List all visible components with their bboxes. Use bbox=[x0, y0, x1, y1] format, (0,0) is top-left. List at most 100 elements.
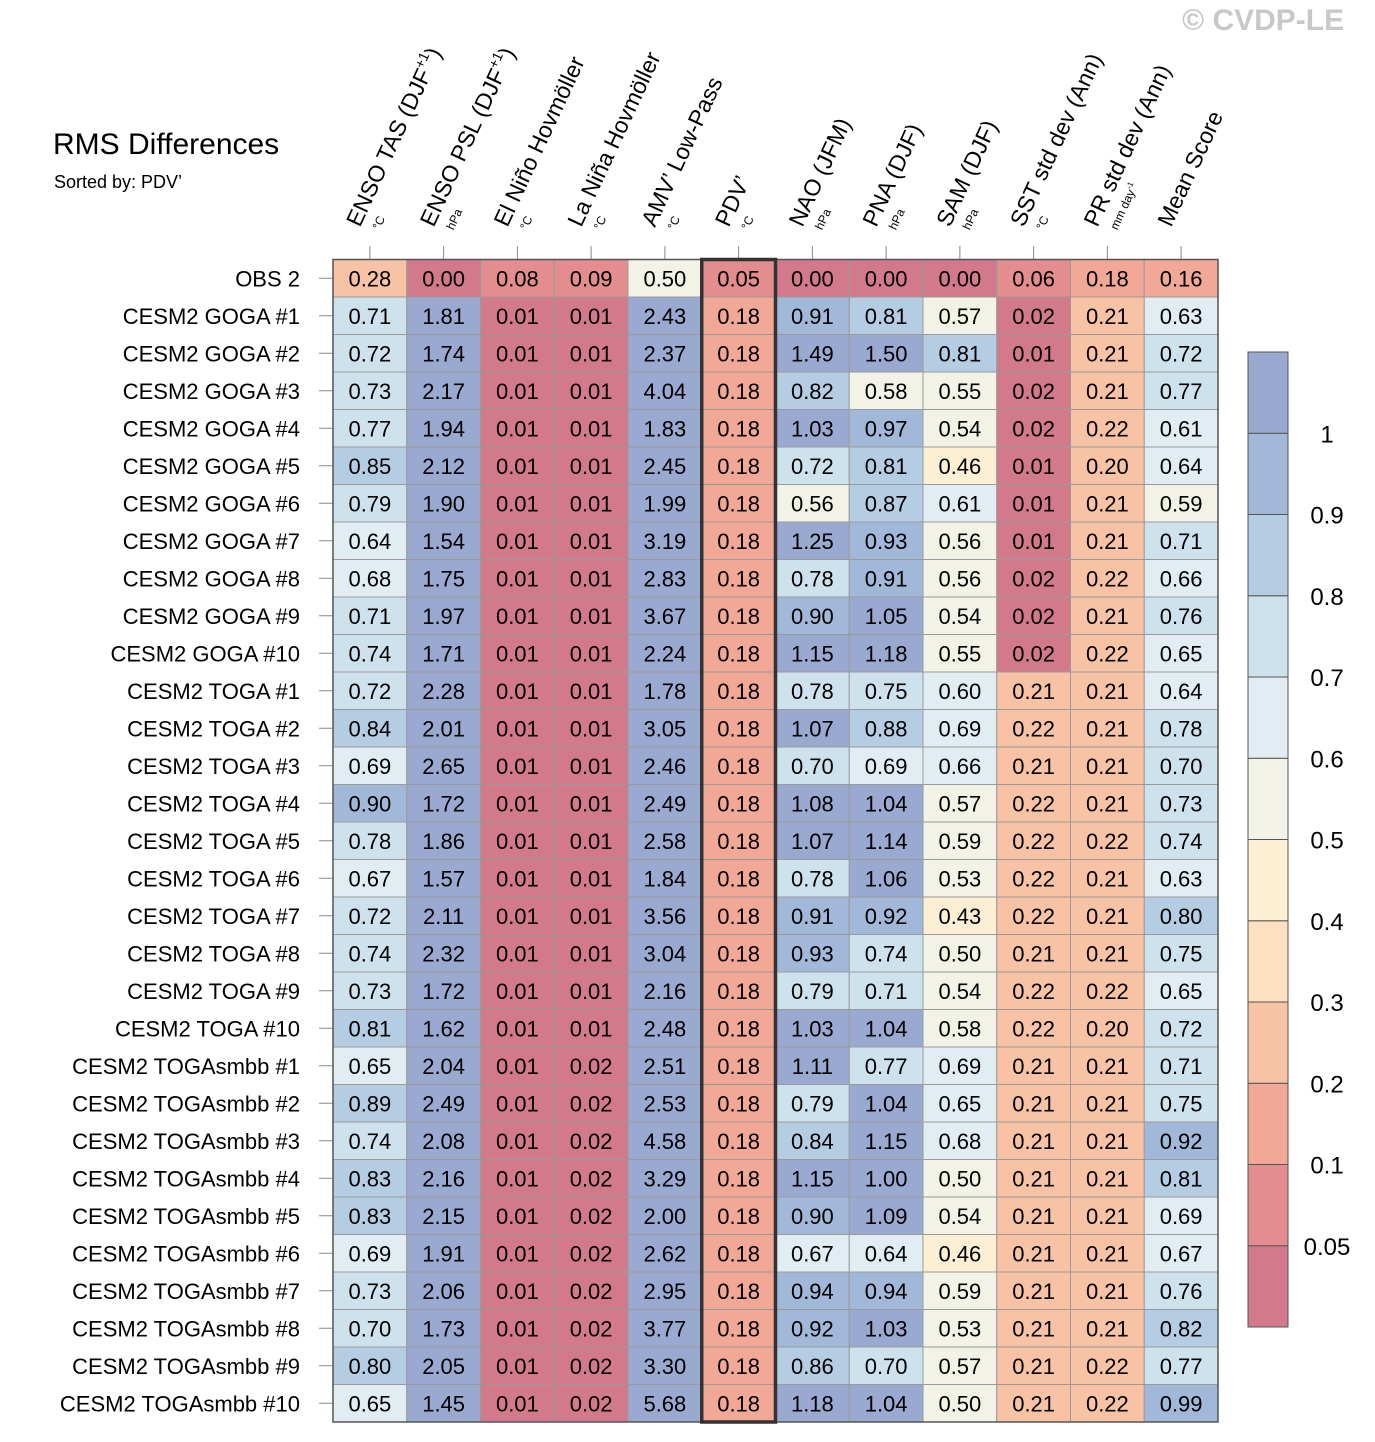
heatmap-cell bbox=[922, 1046, 998, 1085]
heatmap-cell bbox=[775, 671, 850, 710]
heatmap-cell bbox=[922, 1384, 998, 1423]
heatmap-cell bbox=[627, 709, 703, 748]
cell-value: 2.95 bbox=[643, 1279, 686, 1304]
cell-value: 0.02 bbox=[570, 1354, 613, 1379]
heatmap-cell bbox=[480, 1384, 555, 1423]
cell-value: 2.53 bbox=[643, 1091, 686, 1116]
heatmap-cell bbox=[1070, 859, 1145, 898]
cell-value: 0.22 bbox=[1012, 791, 1055, 816]
cell-value: 0.18 bbox=[717, 941, 760, 966]
cell-value: 0.86 bbox=[791, 1354, 834, 1379]
cell-value: 0.50 bbox=[938, 941, 981, 966]
cell-value: 0.01 bbox=[496, 1054, 539, 1079]
cell-value: 0.01 bbox=[496, 829, 539, 854]
cell-value: 0.84 bbox=[348, 716, 391, 741]
heatmap-cell bbox=[406, 1084, 481, 1123]
heatmap-cell bbox=[480, 1309, 555, 1348]
heatmap-cell bbox=[1070, 259, 1145, 298]
cell-value: 2.46 bbox=[643, 754, 686, 779]
cell-value: 0.21 bbox=[1012, 1354, 1055, 1379]
heatmap-cell bbox=[332, 709, 408, 748]
cell-value: 2.51 bbox=[643, 1054, 686, 1079]
cell-value: 1.25 bbox=[791, 529, 834, 554]
heatmap-cell bbox=[480, 709, 555, 748]
cell-value: 1.03 bbox=[791, 1016, 834, 1041]
cell-value: 0.18 bbox=[717, 641, 760, 666]
heatmap-cell bbox=[553, 1046, 629, 1085]
cell-value: 0.01 bbox=[496, 604, 539, 629]
cell-value: 1.05 bbox=[865, 604, 908, 629]
cell-value: 0.01 bbox=[496, 1354, 539, 1379]
row-label: CESM2 TOGA #7 bbox=[127, 904, 300, 929]
cell-value: 0.82 bbox=[791, 379, 834, 404]
heatmap-cell bbox=[332, 859, 408, 898]
column-units: °C bbox=[1033, 213, 1052, 231]
cell-value: 0.22 bbox=[1086, 566, 1129, 591]
cell-value: 1.14 bbox=[865, 829, 908, 854]
cell-value: 0.69 bbox=[938, 716, 981, 741]
cell-value: 0.54 bbox=[938, 604, 981, 629]
heatmap-cell bbox=[406, 671, 481, 710]
cell-value: 2.49 bbox=[422, 1091, 465, 1116]
cell-value: 0.02 bbox=[570, 1279, 613, 1304]
heatmap-cell bbox=[627, 259, 703, 298]
heatmap-cell bbox=[1070, 1309, 1145, 1348]
cell-value: 2.00 bbox=[643, 1204, 686, 1229]
cell-value: 3.19 bbox=[643, 529, 686, 554]
cell-value: 0.85 bbox=[348, 454, 391, 479]
heatmap-cell bbox=[1143, 296, 1219, 335]
heatmap-cell bbox=[922, 709, 998, 748]
heatmap-cell bbox=[922, 859, 998, 898]
cell-value: 0.18 bbox=[717, 604, 760, 629]
heatmap-cell bbox=[332, 371, 408, 410]
heatmap-cell bbox=[848, 896, 924, 935]
heatmap-cell bbox=[775, 709, 850, 748]
heatmap-cell bbox=[1143, 1159, 1219, 1198]
heatmap-cell bbox=[406, 484, 481, 523]
cell-value: 0.01 bbox=[570, 566, 613, 591]
heatmap-cell bbox=[480, 1084, 555, 1123]
cell-value: 0.92 bbox=[1160, 1129, 1203, 1154]
cell-value: 0.18 bbox=[717, 1204, 760, 1229]
cell-value: 0.91 bbox=[791, 304, 834, 329]
cell-value: 0.01 bbox=[570, 491, 613, 516]
heatmap-cell bbox=[996, 634, 1071, 673]
cell-value: 0.90 bbox=[348, 791, 391, 816]
cell-value: 0.21 bbox=[1086, 1166, 1129, 1191]
heatmap-cell bbox=[1143, 896, 1219, 935]
cell-value: 0.01 bbox=[496, 904, 539, 929]
cell-value: 0.54 bbox=[938, 416, 981, 441]
cell-value: 0.94 bbox=[791, 1279, 834, 1304]
cell-value: 0.18 bbox=[717, 304, 760, 329]
heatmap-cell bbox=[406, 371, 481, 410]
cell-value: 4.58 bbox=[643, 1129, 686, 1154]
heatmap-cell bbox=[1143, 559, 1219, 598]
cell-value: 0.59 bbox=[938, 829, 981, 854]
cell-value: 3.04 bbox=[643, 941, 686, 966]
row-label: CESM2 TOGAsmbb #1 bbox=[72, 1054, 300, 1079]
heatmap-cell bbox=[553, 1084, 629, 1123]
heatmap-cell bbox=[996, 371, 1071, 410]
heatmap-cell bbox=[701, 1009, 776, 1048]
heatmap-cell bbox=[848, 484, 924, 523]
heatmap-cell bbox=[1070, 446, 1145, 485]
heatmap-cell bbox=[996, 671, 1071, 710]
heatmap-cell bbox=[480, 934, 555, 973]
heatmap-cell bbox=[775, 896, 850, 935]
row-label: CESM2 GOGA #7 bbox=[123, 529, 300, 554]
heatmap-cell bbox=[848, 446, 924, 485]
cell-value: 0.02 bbox=[1012, 379, 1055, 404]
heatmap-cell bbox=[480, 896, 555, 935]
heatmap-cell bbox=[775, 1346, 850, 1385]
heatmap-cell bbox=[701, 1271, 776, 1310]
heatmap-cell bbox=[1143, 446, 1219, 485]
heatmap-cell bbox=[848, 784, 924, 823]
cell-value: 0.01 bbox=[570, 454, 613, 479]
heatmap-cell bbox=[406, 1196, 481, 1235]
heatmap-cell bbox=[1070, 821, 1145, 860]
heatmap-cell bbox=[701, 1346, 776, 1385]
cell-value: 0.01 bbox=[1012, 491, 1055, 516]
cell-value: 0.50 bbox=[643, 266, 686, 291]
cell-value: 0.09 bbox=[570, 266, 613, 291]
cell-value: 0.21 bbox=[1012, 1054, 1055, 1079]
